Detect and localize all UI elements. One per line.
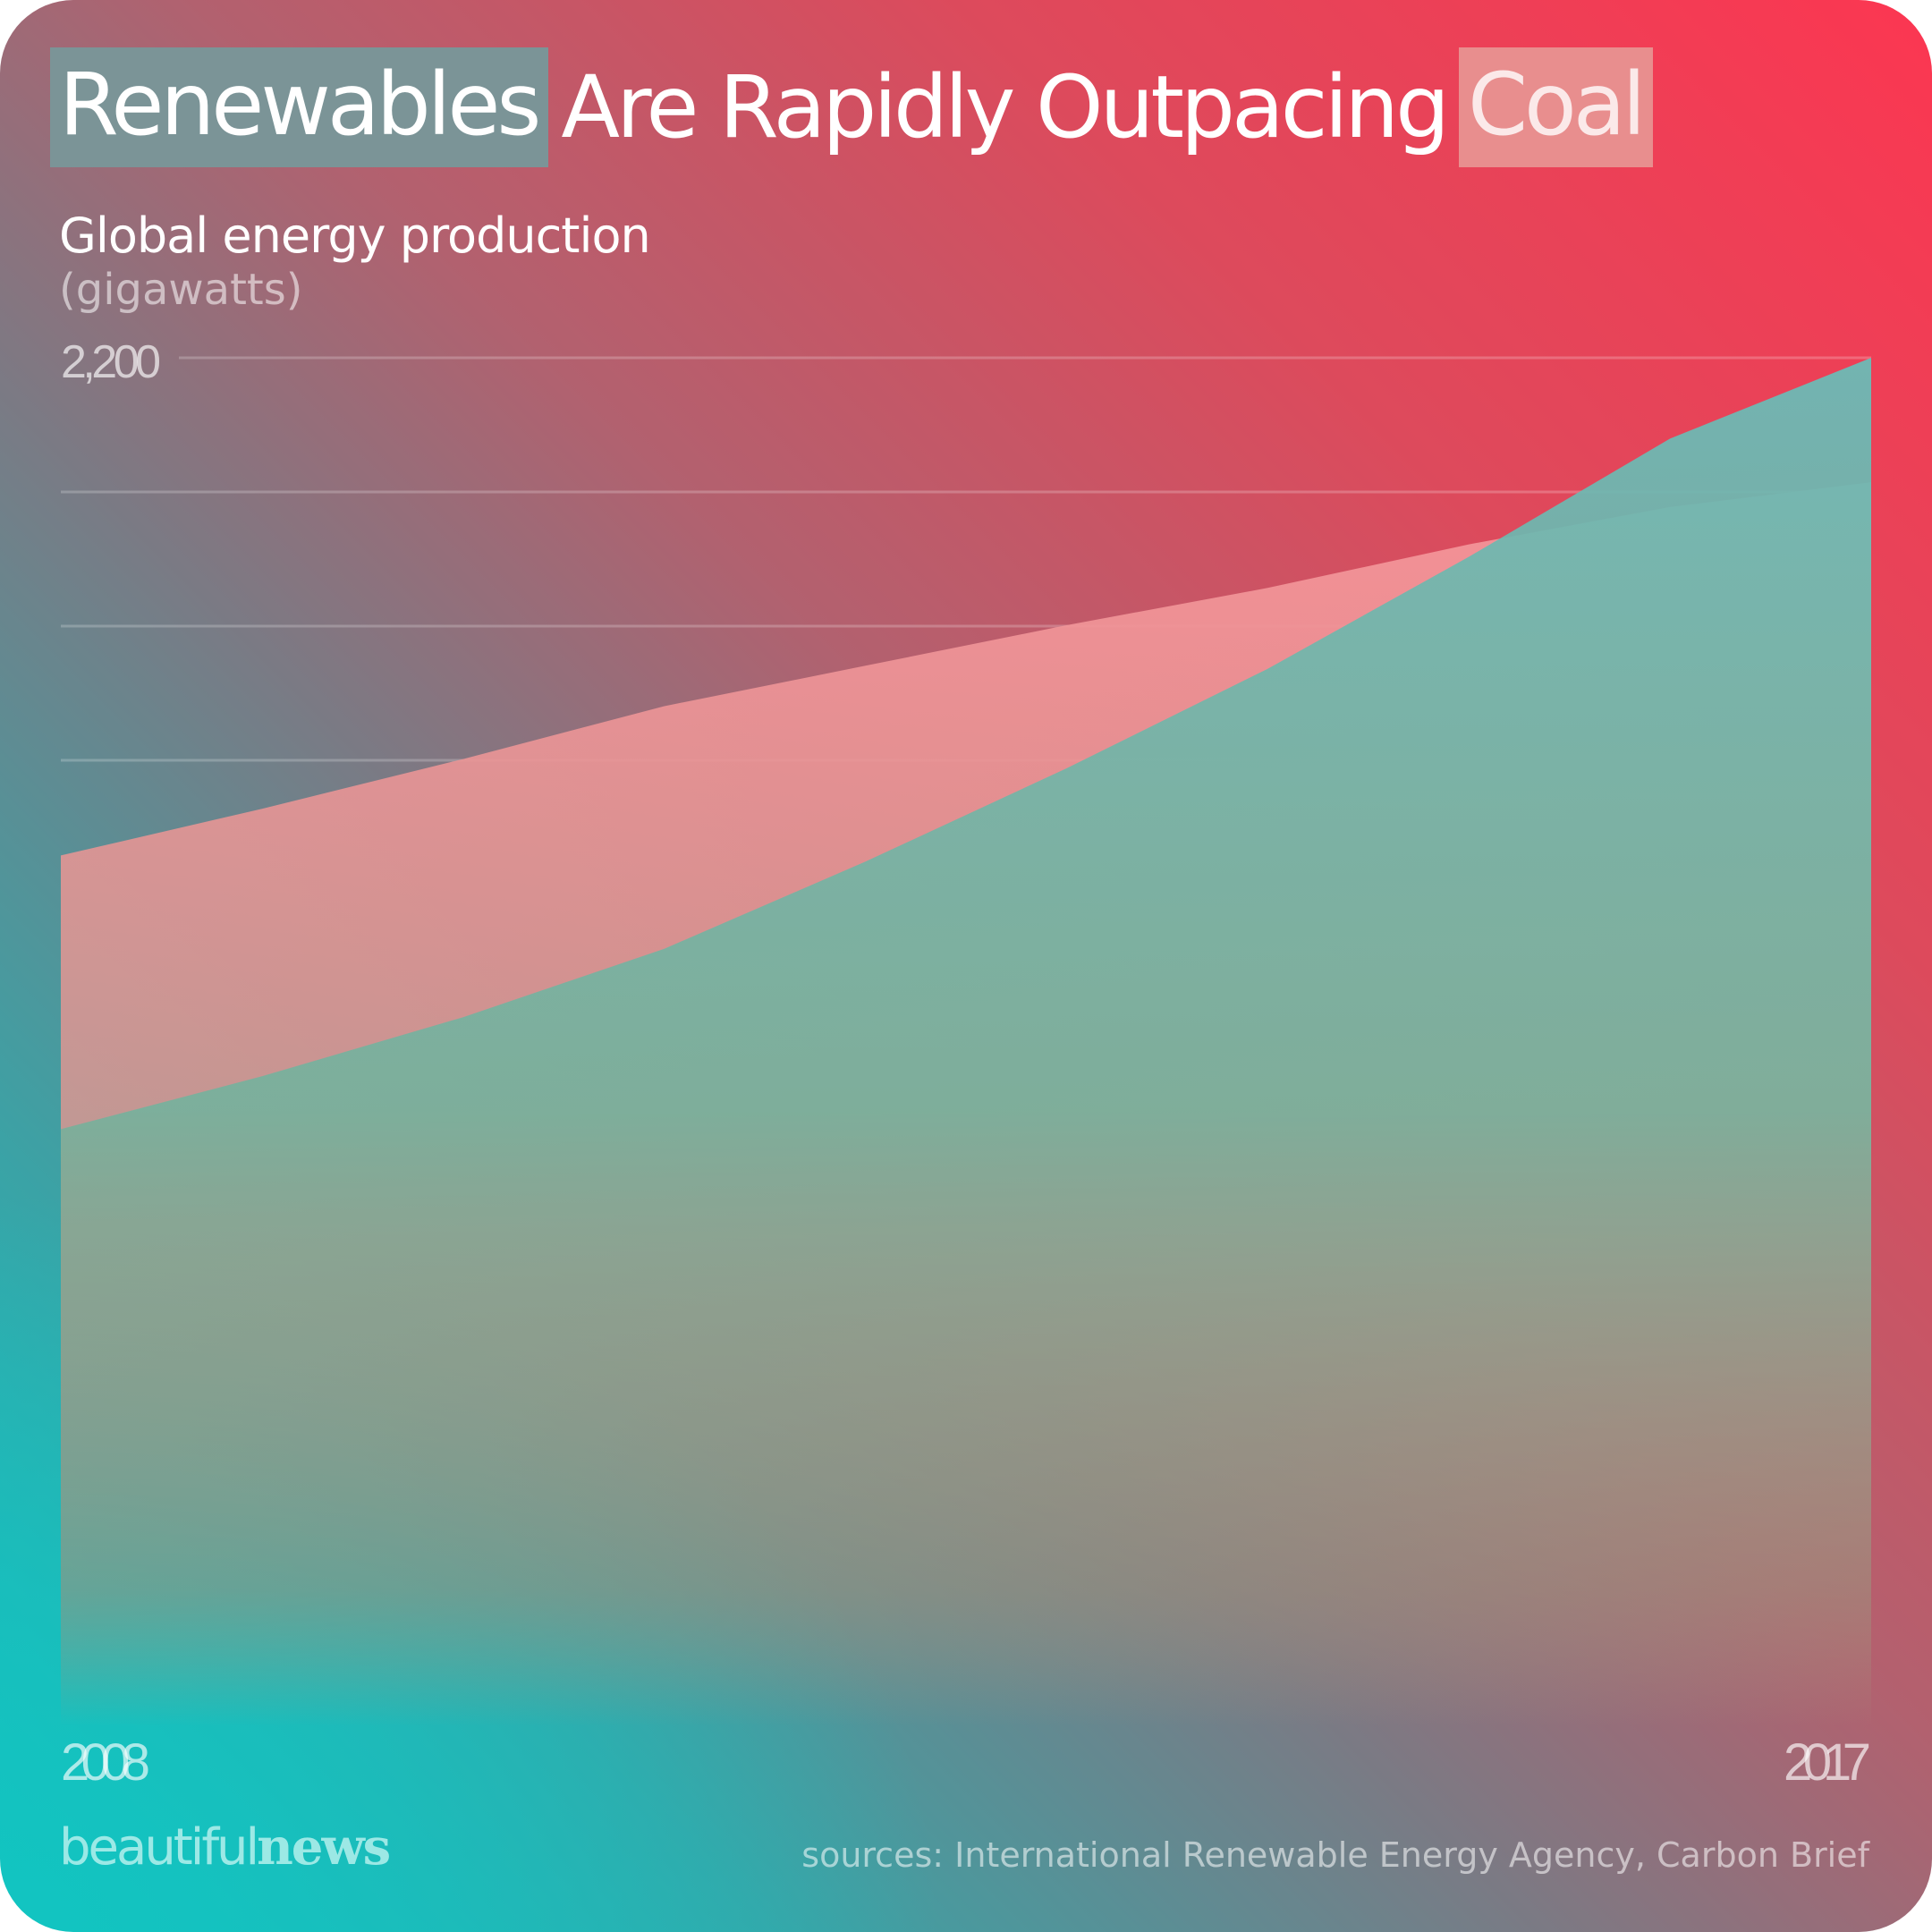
y-tick-label: 2,200 [61,336,161,388]
title-coal: Coal [1459,47,1654,167]
series-area-renewables [61,358,1871,1726]
axis-labels: 2,200 2008 2017 [61,336,1871,1792]
x-tick-label-start: 2008 [61,1733,150,1792]
sources-note: sources: International Renewable Energy … [801,1835,1869,1875]
x-tick-label-end: 2017 [1784,1733,1871,1792]
brand-part2: news [257,1818,391,1877]
chart-title: Renewables Are Rapidly Outpacing Coal [50,47,1654,167]
chart-subtitle: Global energy production [59,208,651,264]
brand-logo: beautifulnews [59,1818,391,1877]
series-areas [61,358,1871,1726]
title-middle: Are Rapidly Outpacing [561,57,1450,157]
brand-part1: beautiful [59,1818,259,1877]
title-renewables: Renewables [50,47,549,167]
chart-unit: (gigawatts) [59,265,303,315]
